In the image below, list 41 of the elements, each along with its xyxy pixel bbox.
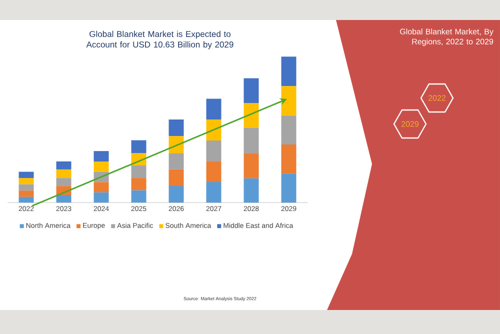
text: Global Blanket Market, By Regions, 2022 to 2029 — [400, 28, 494, 46]
bar — [244, 78, 259, 104]
bar — [206, 120, 222, 141]
bar — [206, 140, 222, 162]
bar — [131, 190, 146, 203]
bar — [281, 144, 296, 174]
bar — [168, 120, 184, 136]
bar — [18, 172, 34, 178]
bar — [94, 192, 109, 203]
text: 2029 — [402, 121, 419, 127]
chart-title: Global Blanket Market is Expected to Account for USD 10.63 Billion by 2029 — [86, 30, 234, 50]
bar — [281, 56, 296, 86]
bar — [168, 169, 184, 186]
bar — [56, 178, 72, 186]
bar — [168, 186, 184, 203]
bar — [131, 166, 146, 178]
text: 2022 — [428, 95, 446, 101]
bar — [131, 140, 146, 154]
bar — [281, 86, 296, 116]
bar — [94, 162, 109, 172]
bar — [206, 182, 222, 203]
bar — [18, 184, 34, 191]
bar — [56, 195, 72, 203]
bar — [94, 151, 109, 162]
bar — [94, 182, 109, 192]
bar — [206, 98, 222, 120]
bar — [281, 116, 296, 144]
bar — [56, 161, 72, 170]
bar — [168, 136, 184, 154]
bar — [244, 153, 259, 178]
bar — [244, 128, 259, 154]
bar — [244, 178, 259, 203]
bar — [18, 178, 34, 184]
bar — [281, 174, 296, 203]
bar — [18, 196, 34, 203]
bar — [244, 103, 259, 128]
bar — [18, 190, 34, 197]
bar — [131, 178, 146, 190]
bar — [168, 153, 184, 170]
bar — [56, 169, 72, 178]
bar — [206, 161, 222, 182]
